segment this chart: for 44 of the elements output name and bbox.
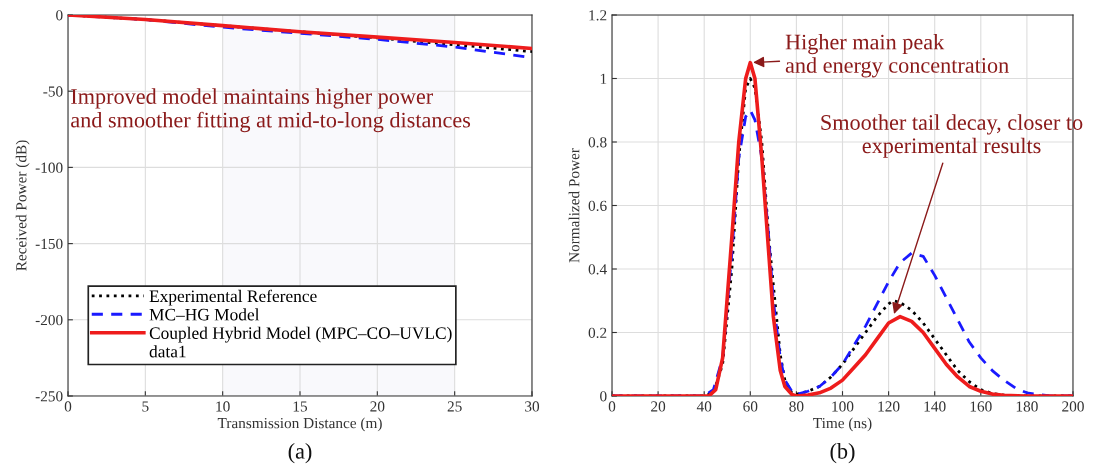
x-axis-title: Time (ns) xyxy=(813,417,872,432)
y-tick-label: -150 xyxy=(35,238,63,250)
y-axis-title: Normalized Power xyxy=(568,148,580,263)
x-tick-label: 30 xyxy=(525,401,540,412)
legend-label: Coupled Hybrid Model (MPC–CO–UVLC) xyxy=(149,326,452,343)
x-axis-title: Transmission Distance (m) xyxy=(217,417,382,432)
y-tick-label: 0 xyxy=(600,391,607,402)
y-tick-label: 0 xyxy=(56,10,63,21)
annotation: Improved model maintains higher power and smoother fitting at mid-to-long distances xyxy=(71,88,471,133)
annotation: Smoother tail decay, closer to experimental results xyxy=(821,114,1083,158)
y-tick-label: 1.2 xyxy=(589,10,607,21)
x-tick-label: 15 xyxy=(293,401,308,412)
legend-label: Experimental Reference xyxy=(149,289,317,306)
x-tick-label: 20 xyxy=(651,401,666,412)
x-tick-label: 200 xyxy=(1062,401,1084,412)
x-tick-label: 0 xyxy=(64,401,72,412)
x-tick-label: 100 xyxy=(832,401,854,412)
x-tick-label: 80 xyxy=(789,401,804,412)
x-tick-label: 0 xyxy=(608,401,616,412)
y-tick-label: -50 xyxy=(43,86,63,97)
y-tick-label: -250 xyxy=(35,391,63,402)
x-tick-label: 60 xyxy=(743,401,758,412)
text: (a) xyxy=(288,443,312,464)
x-tick-label: 160 xyxy=(970,401,992,412)
x-tick-label: 10 xyxy=(216,401,230,412)
y-tick-label: 0.2 xyxy=(588,327,607,339)
legend-label: MC–HG Model xyxy=(149,308,260,321)
annotation: Higher main peak and energy concentration xyxy=(785,33,1009,78)
band-label: data1 xyxy=(149,345,186,358)
y-axis-title: Received Power (dB) xyxy=(15,140,30,271)
y-tick-label: 0.6 xyxy=(588,200,607,212)
x-tick-label: 25 xyxy=(447,401,462,412)
text: (b) xyxy=(830,443,855,464)
y-tick-label: 1 xyxy=(600,73,607,84)
x-tick-label: 180 xyxy=(1016,401,1038,412)
x-tick-label: 40 xyxy=(696,401,712,412)
y-tick-label: 0.8 xyxy=(588,137,607,148)
x-tick-label: 20 xyxy=(370,401,385,412)
y-tick-label: -200 xyxy=(35,314,63,326)
y-tick-label: 0.4 xyxy=(588,264,607,275)
y-tick-label: -100 xyxy=(35,162,63,173)
x-tick-label: 140 xyxy=(924,401,946,412)
x-tick-label: 5 xyxy=(142,401,149,412)
x-tick-label: 120 xyxy=(878,401,900,412)
